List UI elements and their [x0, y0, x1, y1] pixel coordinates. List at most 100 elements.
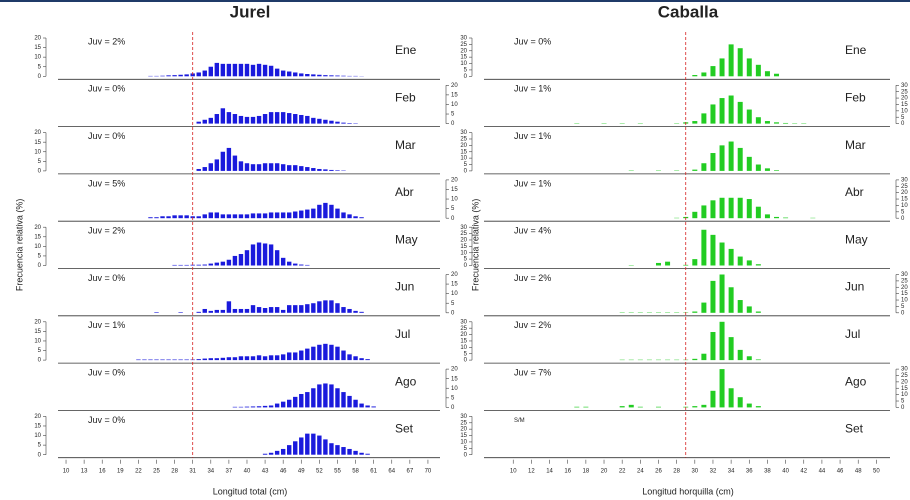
y-tick-label: 25 — [901, 89, 908, 95]
bar — [184, 264, 189, 266]
bar — [148, 217, 153, 219]
month-label: Mar — [845, 138, 866, 152]
bar — [287, 445, 292, 455]
bar — [719, 197, 725, 219]
bar — [323, 169, 328, 171]
bar — [746, 58, 752, 77]
annotation: Juv = 2% — [88, 36, 125, 46]
bar — [196, 216, 201, 219]
bar — [226, 301, 232, 313]
y-tick-label: 20 — [451, 272, 458, 278]
y-tick-label: 25 — [460, 420, 467, 426]
bar — [256, 63, 262, 77]
bar — [764, 168, 770, 171]
bar — [287, 261, 292, 266]
bar — [353, 356, 358, 361]
bar — [755, 359, 761, 361]
bar — [244, 163, 250, 171]
bar — [341, 307, 346, 313]
bar — [172, 264, 177, 266]
bar — [287, 165, 292, 171]
bar — [232, 114, 238, 124]
annotation: Juv = 2% — [88, 226, 125, 236]
bar — [154, 359, 159, 361]
bar — [311, 303, 316, 313]
bar — [214, 159, 220, 171]
bar — [719, 321, 725, 361]
bar — [719, 145, 725, 171]
month-label: May — [395, 232, 418, 246]
x-tick-label: 30 — [691, 468, 698, 474]
x-tick-label: 34 — [728, 468, 735, 474]
bar — [268, 163, 274, 171]
bar — [178, 312, 183, 313]
bar — [293, 263, 298, 266]
bar — [280, 309, 286, 313]
bar — [323, 383, 328, 408]
annotation: Juv = 1% — [514, 178, 551, 188]
y-tick-label: 15 — [34, 329, 41, 335]
bar — [347, 123, 352, 124]
bar — [244, 214, 250, 219]
month-label: Jul — [845, 327, 860, 341]
y-tick-label: 15 — [901, 386, 908, 392]
bar — [250, 64, 256, 77]
y-tick-label: 15 — [451, 187, 458, 193]
bar — [166, 216, 171, 219]
annotation: Juv = 0% — [88, 273, 125, 283]
y-tick-label: 20 — [901, 379, 908, 385]
y-tick-label: 20 — [34, 36, 41, 42]
bar — [238, 115, 244, 124]
y-tick-label: 0 — [464, 168, 468, 174]
bar — [710, 200, 716, 219]
chart-title: Jurel — [230, 2, 271, 21]
bar — [274, 68, 280, 77]
bar — [746, 156, 752, 171]
y-tick-label: 10 — [34, 55, 41, 61]
bar — [238, 63, 244, 77]
bar — [148, 359, 153, 361]
y-tick-label: 20 — [451, 367, 458, 373]
bar — [208, 212, 213, 219]
bar — [208, 66, 213, 77]
y-tick-label: 0 — [38, 263, 42, 269]
y-tick-label: 20 — [34, 130, 41, 136]
bar — [755, 311, 761, 313]
bar — [293, 165, 298, 171]
x-tick-label: 67 — [406, 468, 413, 474]
bar — [746, 306, 752, 313]
bar — [274, 250, 280, 266]
bar — [178, 74, 183, 77]
bar — [305, 167, 310, 171]
bar — [692, 358, 698, 361]
bar — [299, 114, 304, 124]
annotation: Juv = 0% — [88, 415, 125, 425]
bar — [196, 168, 201, 171]
x-tick-label: 31 — [189, 468, 196, 474]
bar — [299, 166, 304, 171]
month-label: Feb — [845, 90, 866, 104]
bar — [353, 310, 358, 313]
bar — [262, 243, 268, 266]
y-tick-label: 15 — [34, 234, 41, 240]
y-tick-label: 25 — [901, 184, 908, 190]
bar — [262, 213, 268, 219]
y-tick-label: 25 — [460, 231, 467, 237]
bar — [232, 155, 238, 171]
bar — [335, 445, 340, 455]
y-tick-label: 10 — [460, 156, 467, 162]
annotation: Juv = 1% — [88, 320, 125, 330]
x-tick-label: 43 — [262, 468, 269, 474]
bar — [692, 121, 698, 124]
bar — [287, 212, 292, 219]
y-tick-label: 15 — [451, 92, 458, 98]
bar — [287, 113, 292, 124]
bar — [317, 204, 322, 219]
bar — [305, 392, 310, 408]
bar — [728, 337, 734, 361]
bar — [353, 216, 358, 219]
bar — [774, 73, 780, 77]
bar — [655, 406, 661, 408]
bar — [196, 121, 201, 124]
y-tick-label: 30 — [460, 414, 467, 420]
